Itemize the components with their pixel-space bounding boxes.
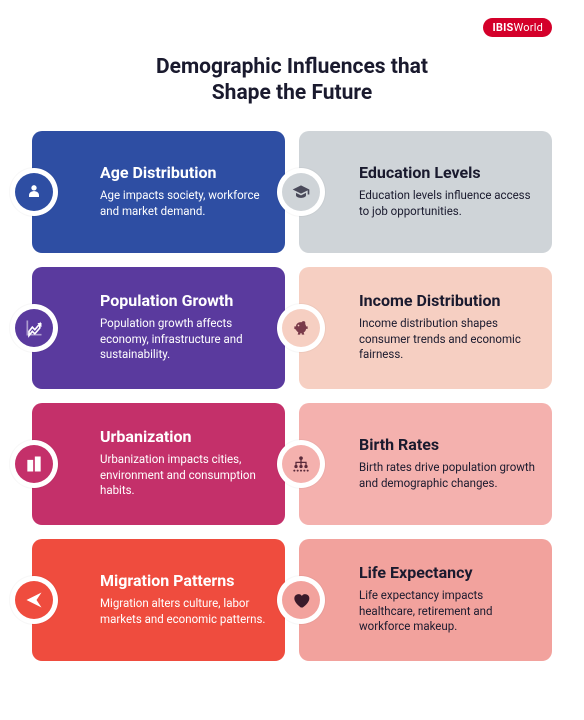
- card-desc: Education levels influence access to job…: [359, 188, 538, 219]
- heart-icon-circle: [277, 576, 325, 624]
- card-desc: Birth rates drive population growth and …: [359, 460, 538, 491]
- card-income-distribution: Income Distribution Income distribution s…: [299, 267, 552, 389]
- card-population-growth: Population Growth Population growth affec…: [32, 267, 285, 389]
- card-title: Age Distribution: [100, 164, 271, 182]
- card-title: Education Levels: [359, 164, 538, 182]
- card-title: Population Growth: [100, 292, 271, 310]
- brand-logo: IBISWorld: [483, 18, 552, 37]
- logo-bold: IBIS: [492, 21, 513, 34]
- chart-up-icon: [15, 309, 53, 347]
- person-tie-icon-circle: [10, 168, 58, 216]
- card-desc: Life expectancy impacts healthcare, reti…: [359, 588, 538, 635]
- card-education-levels: Education Levels Education levels influen…: [299, 131, 552, 253]
- card-title: Life Expectancy: [359, 564, 538, 582]
- card-migration-patterns: Migration Patterns Migration alters cultu…: [32, 539, 285, 661]
- logo-light: World: [514, 21, 543, 34]
- card-desc: Income distribution shapes consumer tren…: [359, 316, 538, 363]
- chart-up-icon-circle: [10, 304, 58, 352]
- card-desc: Population growth affects economy, infra…: [100, 316, 271, 363]
- send-icon-circle: [10, 576, 58, 624]
- hierarchy-icon: [282, 445, 320, 483]
- heart-icon: [282, 581, 320, 619]
- card-life-expectancy: Life Expectancy Life expectancy impacts h…: [299, 539, 552, 661]
- buildings-icon: [15, 445, 53, 483]
- piggy-icon-circle: [277, 304, 325, 352]
- card-title: Income Distribution: [359, 292, 538, 310]
- send-icon: [15, 581, 53, 619]
- buildings-icon-circle: [10, 440, 58, 488]
- card-title: Urbanization: [100, 428, 271, 446]
- card-desc: Age impacts society, workforce and marke…: [100, 188, 271, 219]
- person-tie-icon: [15, 173, 53, 211]
- page-title: Demographic Influences thatShape the Fut…: [32, 54, 552, 107]
- grad-cap-icon-circle: [277, 168, 325, 216]
- hierarchy-icon-circle: [277, 440, 325, 488]
- card-urbanization: Urbanization Urbanization impacts cities,…: [32, 403, 285, 525]
- card-age-distribution: Age Distribution Age impacts society, wor…: [32, 131, 285, 253]
- card-title: Migration Patterns: [100, 572, 271, 590]
- card-desc: Migration alters culture, labor markets …: [100, 596, 271, 627]
- card-birth-rates: Birth Rates Birth rates drive population …: [299, 403, 552, 525]
- card-title: Birth Rates: [359, 436, 538, 454]
- piggy-icon: [282, 309, 320, 347]
- card-grid: Age Distribution Age impacts society, wor…: [32, 131, 552, 661]
- grad-cap-icon: [282, 173, 320, 211]
- card-desc: Urbanization impacts cities, environment…: [100, 452, 271, 499]
